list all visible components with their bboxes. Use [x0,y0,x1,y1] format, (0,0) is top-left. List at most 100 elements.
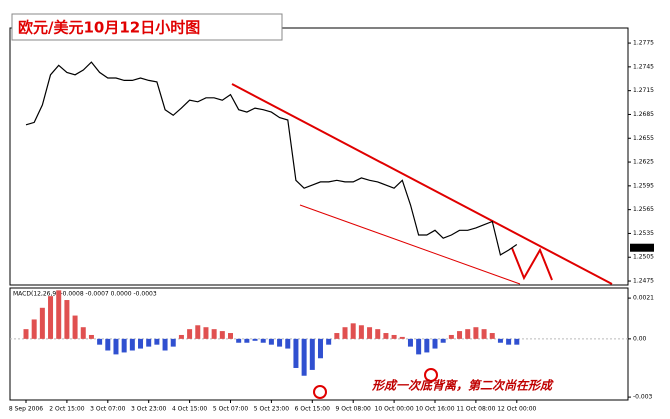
macd-bar [39,307,45,339]
macd-bar [440,338,446,343]
macd-bar [489,333,495,339]
macd-bar [424,338,430,353]
macd-bar [252,338,258,341]
y-tick-label: 1.2505 [633,254,654,261]
macd-bar [219,331,225,339]
current-price-label: 1.2517 [632,244,653,251]
y-tick-label: 1.2595 [633,182,654,189]
x-tick-label: 12 Oct 00:00 [497,406,536,413]
x-tick-label: 8 Sep 2006 [9,406,43,413]
macd-bar [236,338,242,343]
macd-bar [481,329,487,339]
macd-bar [432,338,438,349]
macd-bar [514,338,520,345]
divergence-circle [424,368,438,382]
macd-bar [97,338,103,345]
macd-bar [342,327,348,339]
forecast-arrow [511,247,553,281]
macd-bar [162,338,168,351]
y-tick-label: 0.0021 [633,295,654,302]
x-tick-label: 3 Oct 07:00 [90,406,125,413]
macd-bar [187,329,193,339]
price-line [25,61,518,256]
y-tick-label: 1.2655 [633,135,654,142]
price-panel [9,27,629,286]
macd-bar [457,331,463,339]
macd-bar [129,338,135,351]
macd-bar [260,338,266,343]
macd-bar [309,338,315,370]
macd-bar [203,327,209,339]
macd-bar [416,338,422,355]
y-tick-label: 0.00 [633,335,647,342]
macd-bar [334,333,340,339]
x-tick-label: 2 Oct 15:00 [49,406,84,413]
x-tick-label: 3 Oct 23:00 [131,406,166,413]
y-tick-label: 1.2625 [633,159,654,166]
macd-bar [350,323,356,339]
trend-line [231,83,613,285]
y-tick-label: 1.2745 [633,63,654,70]
x-tick-label: 5 Oct 07:00 [213,406,248,413]
macd-bar [105,338,111,351]
y-tick-label: 1.2565 [633,206,654,213]
y-tick-label: 1.2775 [633,40,654,47]
macd-bar [170,338,176,347]
macd-bar [146,338,152,347]
macd-bar [211,329,217,339]
macd-bar [407,338,413,347]
macd-bar [448,334,454,339]
macd-panel [9,287,629,401]
chart-title: 欧元/美元10月12日小时图 [18,19,200,37]
macd-title: MACD(12,26,9) -0.0008 -0.0007 0.0000 -0.… [13,291,157,298]
macd-bar [154,338,160,345]
macd-bar [23,329,29,339]
macd-bar [244,338,250,343]
y-tick-label: 1.2715 [633,87,654,94]
macd-bar [473,327,479,339]
macd-bar [195,325,201,339]
macd-bar [358,325,364,339]
macd-bar [88,334,94,339]
macd-bar [72,315,78,339]
x-tick-label: 4 Oct 15:00 [172,406,207,413]
title-box [11,13,283,41]
macd-bar [31,319,37,339]
macd-bar [375,329,381,339]
x-tick-label: 10 Oct 16:00 [415,406,454,413]
y-tick-label: 1.2535 [633,230,654,237]
macd-bar [497,338,503,343]
channel-line [299,204,521,285]
macd-bar [367,327,373,339]
macd-bar [113,338,119,355]
macd-bar [391,334,397,339]
macd-bar [383,333,389,339]
macd-bar [301,338,307,376]
current-price-box [630,243,654,252]
macd-bar [48,296,54,339]
macd-bar [293,338,299,368]
x-tick-label: 11 Oct 08:00 [456,406,495,413]
annotation: 形成一次底背离，第二次尚在形成 [371,379,554,393]
x-tick-label: 6 Oct 15:00 [295,406,330,413]
x-tick-label: 10 Oct 00:00 [375,406,414,413]
y-tick-label: 1.2475 [633,278,654,285]
macd-bar [228,333,233,339]
macd-bar [56,290,62,339]
y-tick-label: -0.003 [633,394,653,401]
y-tick-label: 1.2685 [633,111,654,118]
macd-bar [506,338,512,345]
macd-bar [326,338,332,345]
x-tick-label: 5 Oct 23:00 [254,406,289,413]
macd-bar [121,338,127,353]
macd-bar [64,300,70,339]
macd-bar [138,338,144,349]
macd-bar [268,338,274,345]
divergence-circle [313,385,327,399]
macd-bar [317,338,323,359]
macd-bar [178,334,184,339]
macd-bar [465,329,471,339]
macd-bar [277,338,283,347]
